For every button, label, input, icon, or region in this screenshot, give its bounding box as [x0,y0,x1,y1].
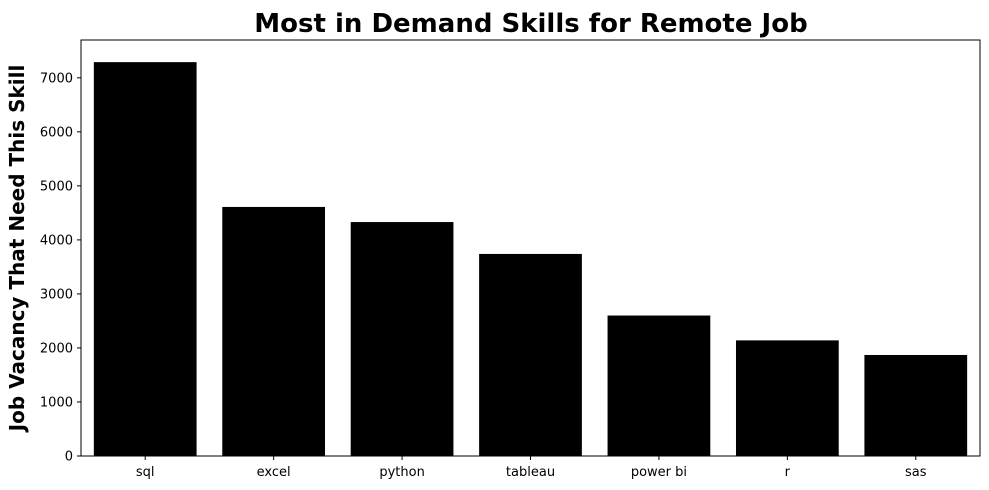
y-tick-label: 0 [65,450,73,465]
bar-sas [864,354,968,456]
x-tick-label: python [379,465,424,480]
x-tick-label: excel [257,465,291,480]
x-tick-label: r [785,465,791,480]
y-tick-label: 3000 [40,287,73,302]
bar-tableau [479,253,582,456]
bar-sql [93,62,197,457]
bar-python [350,222,454,456]
y-tick-label: 7000 [40,71,73,86]
y-tick-label: 1000 [40,395,73,410]
y-tick-label: 2000 [40,341,73,356]
x-tick-label: sas [905,465,927,480]
chart-title: Most in Demand Skills for Remote Job [254,9,807,39]
bar-power-bi [607,315,711,456]
y-tick-label: 6000 [40,125,73,140]
x-tick-label: sql [136,465,155,480]
x-tick-label: tableau [506,465,555,480]
y-axis: 0 1000 2000 3000 4000 5000 6000 7000 [40,71,81,465]
y-tick-label: 5000 [40,179,73,194]
y-axis-label: Job Vacancy That Need This Skill [5,65,29,434]
bars-group [93,62,968,457]
bar-r [735,340,839,456]
bar-excel [222,206,326,456]
y-tick-label: 4000 [40,233,73,248]
x-axis: sql excel python tableau power bi r sas [136,456,927,480]
plot-frame [80,39,981,457]
x-tick-label: power bi [631,465,687,480]
